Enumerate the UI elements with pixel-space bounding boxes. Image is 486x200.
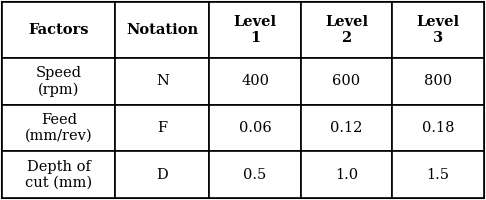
Text: 0.06: 0.06 [239,121,271,135]
Bar [2,58,116,105]
Text: Level
1: Level 1 [233,15,277,45]
Bar [209,105,301,151]
Text: Speed
(rpm): Speed (rpm) [36,66,82,97]
Bar [392,151,484,198]
Bar [301,105,392,151]
Bar [116,2,209,58]
Bar [2,2,116,58]
Bar [116,151,209,198]
Text: D: D [156,168,168,182]
Bar [392,105,484,151]
Text: 800: 800 [424,74,452,88]
Text: Level
3: Level 3 [417,15,459,45]
Text: 0.12: 0.12 [330,121,363,135]
Bar [301,58,392,105]
Text: 0.5: 0.5 [243,168,267,182]
Text: 600: 600 [332,74,361,88]
Bar [116,58,209,105]
Bar [392,58,484,105]
Text: Factors: Factors [29,23,89,37]
Text: 0.18: 0.18 [422,121,454,135]
Text: Level
2: Level 2 [325,15,368,45]
Bar [301,151,392,198]
Bar [209,2,301,58]
Text: F: F [157,121,168,135]
Text: N: N [156,74,169,88]
Text: Notation: Notation [126,23,198,37]
Bar [301,2,392,58]
Bar [392,2,484,58]
Text: 1.0: 1.0 [335,168,358,182]
Text: 1.5: 1.5 [426,168,450,182]
Bar [209,58,301,105]
Text: Depth of
cut (mm): Depth of cut (mm) [25,160,92,190]
Bar [2,151,116,198]
Bar [209,151,301,198]
Bar [2,105,116,151]
Text: Feed
(mm/rev): Feed (mm/rev) [25,113,93,143]
Text: 400: 400 [241,74,269,88]
Bar [116,105,209,151]
